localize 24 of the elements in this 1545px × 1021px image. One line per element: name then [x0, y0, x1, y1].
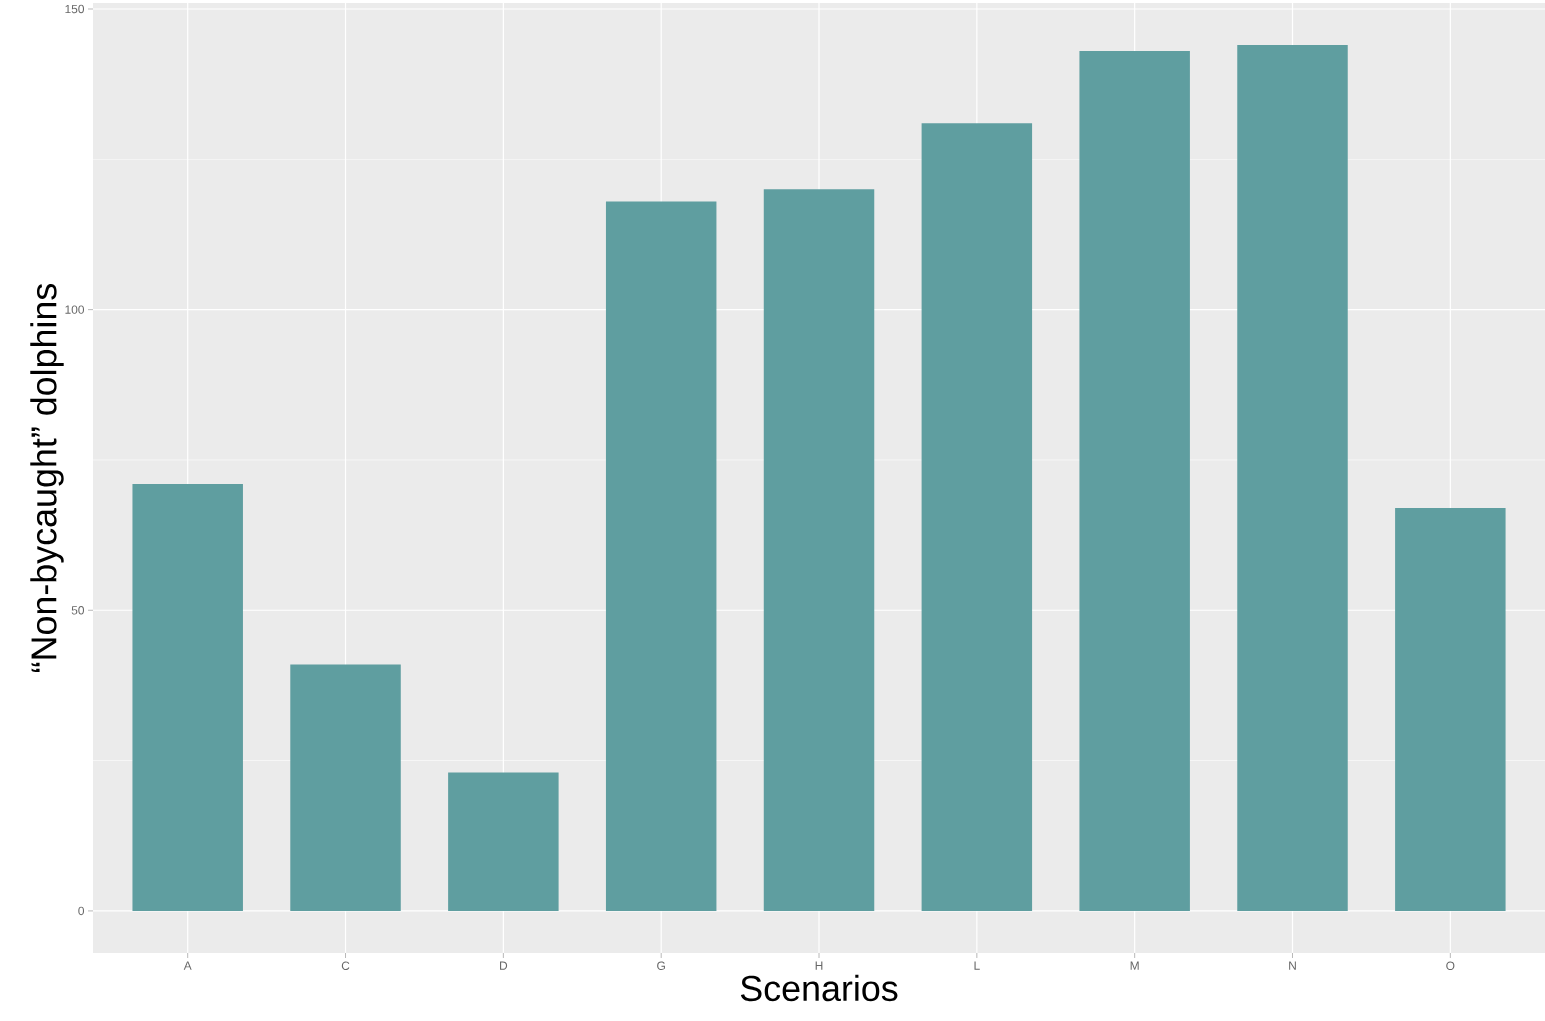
bar: [1237, 45, 1348, 911]
y-tick-label: 0: [78, 906, 85, 916]
x-tick-label: N: [1289, 961, 1296, 970]
bar: [448, 772, 559, 911]
x-axis-title: Scenarios: [740, 974, 898, 1002]
y-tick-label: 50: [71, 606, 85, 615]
bar: [132, 484, 243, 911]
y-tick-label: 150: [65, 4, 85, 14]
x-tick-label: G: [657, 961, 665, 970]
x-tick-label: H: [815, 961, 823, 970]
x-tick-label: L: [974, 961, 980, 970]
x-tick-label: D: [500, 961, 508, 970]
x-tick-label: A: [183, 961, 192, 970]
bar: [921, 123, 1033, 911]
x-tick-label: O: [1446, 961, 1455, 970]
bar: [763, 189, 875, 911]
x-tick-label: C: [341, 961, 350, 970]
y-axis-title: “Non-bycaught” dolphins: [30, 284, 64, 673]
bar: [1079, 51, 1190, 911]
y-tick-label: 100: [65, 305, 85, 314]
bar: [605, 201, 717, 911]
x-tick-label: M: [1130, 961, 1139, 970]
bar: [1395, 508, 1506, 911]
bar: [290, 664, 401, 911]
